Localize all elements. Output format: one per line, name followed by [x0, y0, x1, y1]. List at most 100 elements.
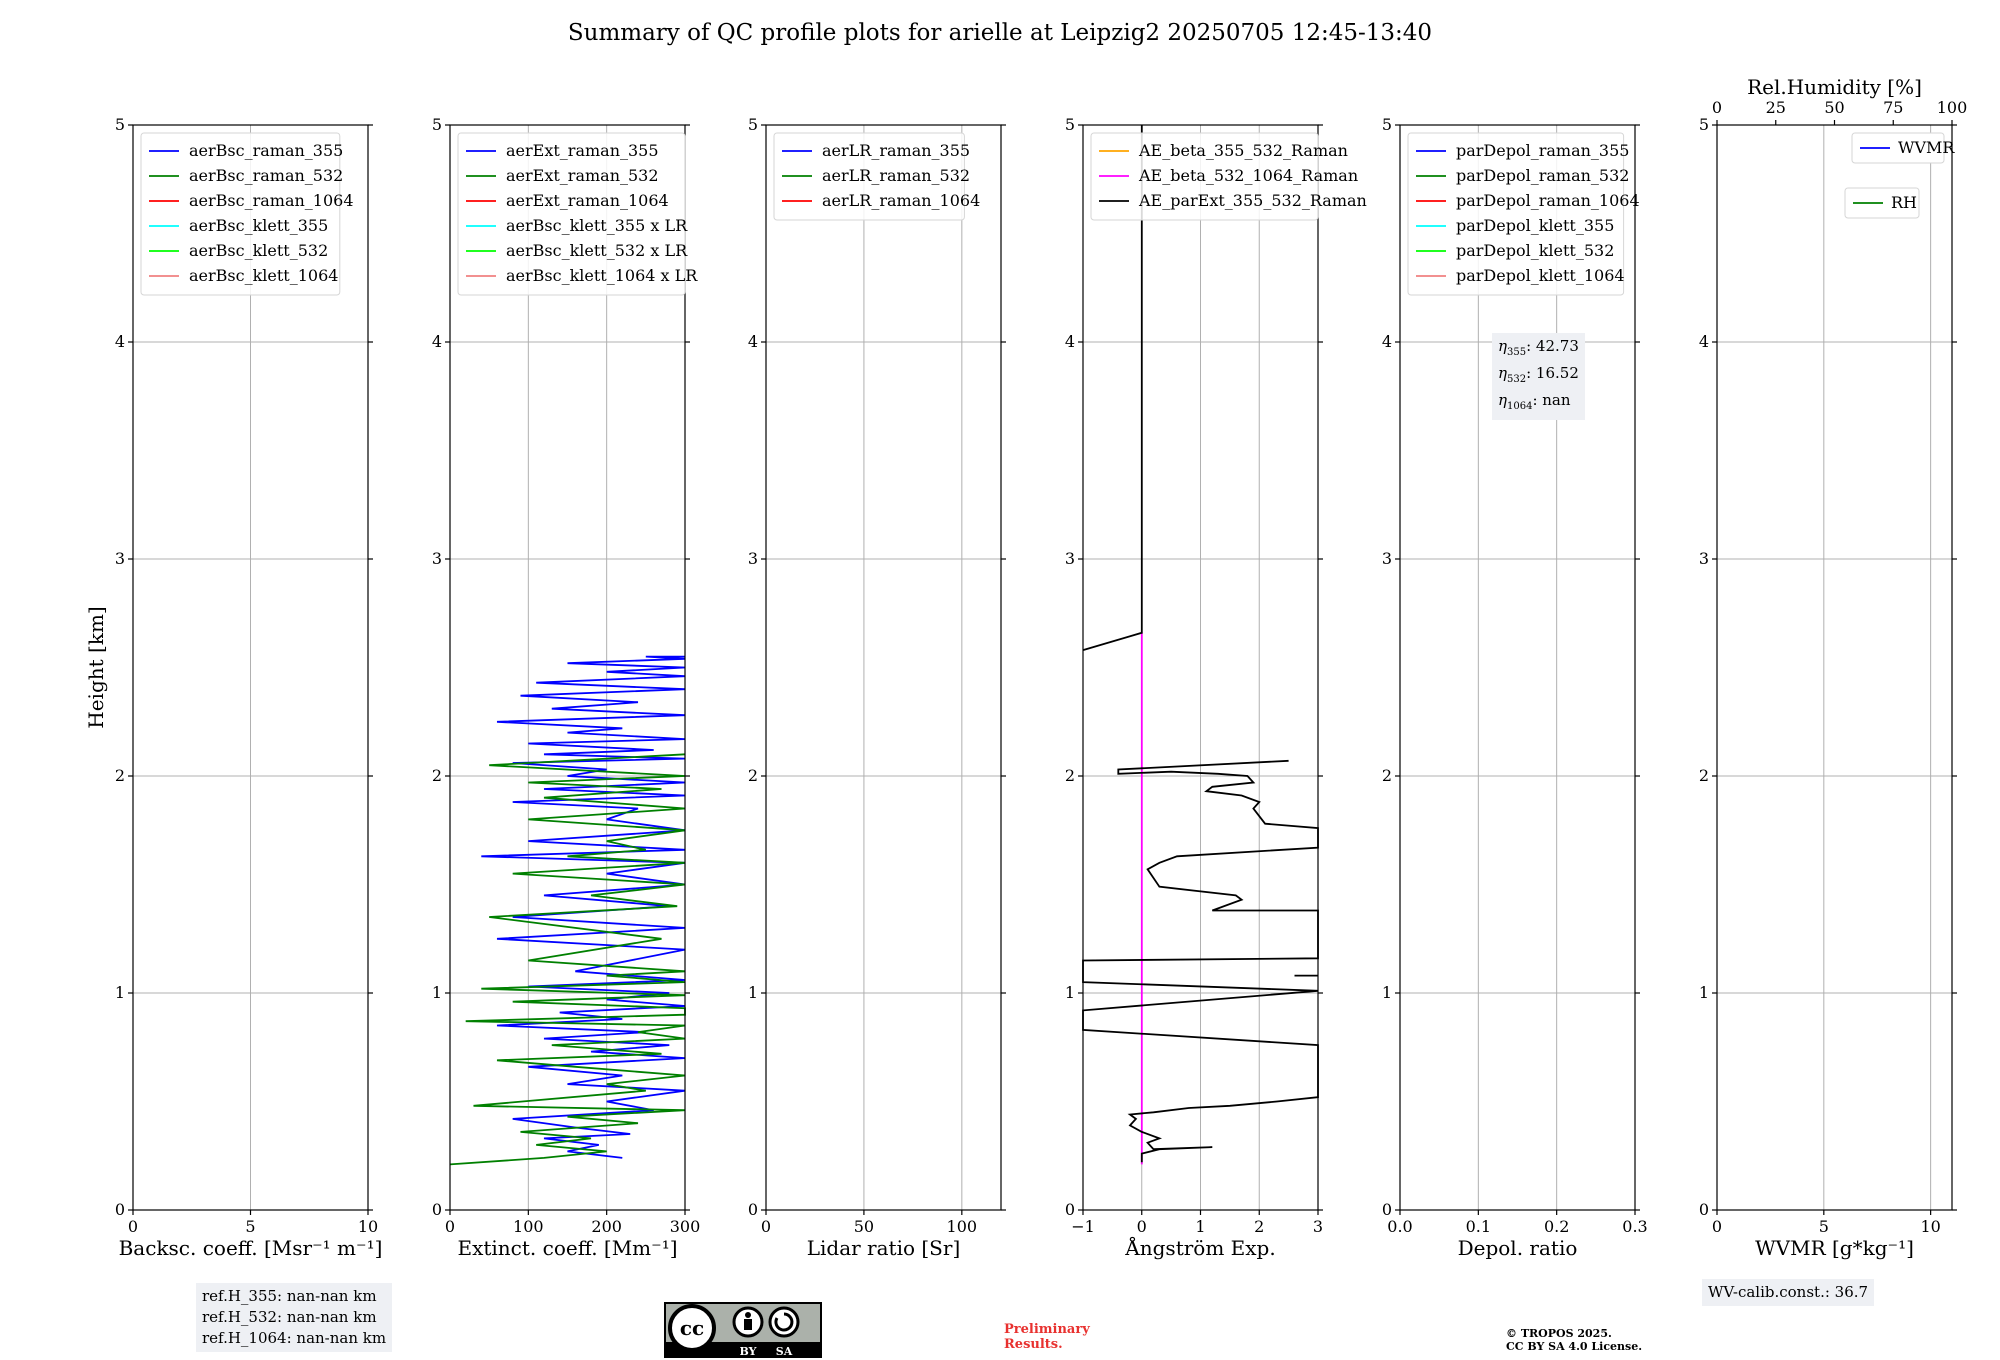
legend-label: aerExt_raman_1064 [506, 191, 669, 210]
y-tick-label: 2 [115, 766, 125, 785]
x-tick-label: 0 [761, 1217, 771, 1236]
y-tick-label: 0 [1699, 1200, 1709, 1219]
eta-line-355: η355: 42.73 [1498, 337, 1579, 358]
x-tick-label: 300 [670, 1217, 701, 1236]
eta-sub-1064: 1064 [1507, 401, 1533, 412]
cc-badge-text: cc [680, 1316, 704, 1340]
series-line-aerExt_raman_532 [449, 753, 686, 1166]
legend-label: aerLR_raman_532 [822, 166, 970, 185]
x-tick-label: 0.1 [1466, 1217, 1491, 1236]
x-axis-label: Ångström Exp. [1124, 1235, 1275, 1260]
legend-label: aerBsc_klett_355 [189, 216, 328, 235]
y-tick-label: 4 [1699, 332, 1709, 351]
reference-height-box: ref.H_355: nan-nan km ref.H_532: nan-nan… [196, 1283, 393, 1352]
y-tick-label: 3 [1699, 549, 1709, 568]
legend-label: aerBsc_raman_1064 [189, 191, 354, 210]
x-axis-label: Depol. ratio [1458, 1236, 1578, 1260]
wv-calib-box: WV-calib.const.: 36.7 [1702, 1279, 1875, 1306]
top-x-tick-label: 75 [1883, 98, 1903, 117]
eta-value-532: : 16.52 [1526, 364, 1579, 382]
legend-label: parDepol_klett_532 [1456, 241, 1614, 260]
legend-label: aerBsc_klett_355 x LR [506, 216, 688, 235]
ref-line-1064: ref.H_1064: nan-nan km [202, 1329, 387, 1347]
legend-label: aerBsc_raman_355 [189, 141, 343, 160]
ref-line-532: ref.H_532: nan-nan km [202, 1308, 377, 1326]
x-tick-label: 200 [591, 1217, 622, 1236]
eta-line-1064: η1064: nan [1498, 391, 1571, 412]
y-tick-label: 3 [748, 549, 758, 568]
eta-sub-532: 532 [1507, 374, 1527, 385]
x-tick-label: 10 [358, 1217, 378, 1236]
legend-label: aerBsc_raman_532 [189, 166, 343, 185]
y-tick-label: 2 [432, 766, 442, 785]
y-tick-label: 5 [1382, 115, 1392, 134]
x-axis-label: Lidar ratio [Sr] [807, 1236, 961, 1260]
y-tick-label: 1 [115, 983, 125, 1002]
x-tick-label: 1 [1195, 1217, 1205, 1236]
legend-label: aerLR_raman_1064 [822, 191, 980, 210]
x-tick-label: 3 [1313, 1217, 1323, 1236]
copyright-line-1: © TROPOS 2025. [1506, 1327, 1612, 1340]
y-tick-label: 4 [1382, 332, 1392, 351]
eta-value-355: : 42.73 [1526, 337, 1579, 355]
y-tick-label: 4 [115, 332, 125, 351]
y-tick-label: 1 [432, 983, 442, 1002]
legend-box [773, 132, 965, 221]
axes-frame [449, 124, 686, 1211]
legend-label: parDepol_raman_532 [1456, 166, 1629, 185]
y-tick-label: 4 [748, 332, 758, 351]
axes-frame [765, 124, 1002, 1211]
figure-title: Summary of QC profile plots for arielle … [567, 20, 1433, 46]
preliminary-note: Preliminary Results. [1004, 1322, 1090, 1352]
y-tick-label: 2 [1065, 766, 1075, 785]
y-tick-label: 2 [1699, 766, 1709, 785]
x-tick-label: 0.0 [1387, 1217, 1412, 1236]
y-tick-label: 5 [748, 115, 758, 134]
legend-label: parDepol_klett_355 [1456, 216, 1614, 235]
legend-box [140, 132, 341, 296]
ref-line-355: ref.H_355: nan-nan km [202, 1287, 377, 1305]
legend-label: RH [1891, 193, 1917, 212]
series-line-extra-3 [1082, 125, 1143, 651]
y-tick-label: 0 [1065, 1200, 1075, 1219]
x-tick-label: 100 [947, 1217, 978, 1236]
x-tick-label: 2 [1254, 1217, 1264, 1236]
x-tick-label: 0 [1137, 1217, 1147, 1236]
y-tick-label: 5 [432, 115, 442, 134]
x-tick-label: 0 [128, 1217, 138, 1236]
legend-box [457, 132, 686, 296]
y-tick-label: 5 [1065, 115, 1075, 134]
x-tick-label: 0.2 [1544, 1217, 1569, 1236]
eta-value-1064: : nan [1532, 391, 1571, 409]
y-tick-label: 5 [115, 115, 125, 134]
y-tick-label: 1 [1699, 983, 1709, 1002]
copyright-note: © TROPOS 2025. CC BY SA 4.0 License. [1506, 1327, 1642, 1353]
x-axis-label: Extinct. coeff. [Mm⁻¹] [457, 1236, 677, 1260]
x-tick-label: 5 [1819, 1217, 1829, 1236]
legend-label: parDepol_raman_1064 [1456, 191, 1640, 210]
top-x-axis-label: Rel.Humidity [%] [1747, 75, 1922, 99]
legend-label: aerExt_raman_532 [506, 166, 659, 185]
cc-by-text: BY [740, 1345, 757, 1358]
y-axis-label: Height [km] [84, 606, 108, 728]
x-tick-label: 100 [513, 1217, 544, 1236]
series-line-aerExt_raman_355 [481, 655, 686, 1159]
legend-label: aerBsc_klett_1064 x LR [506, 266, 698, 285]
y-tick-label: 0 [1382, 1200, 1392, 1219]
cc-by-sa-logo-icon: cc BY SA [664, 1302, 822, 1358]
preliminary-line-2: Results. [1004, 1337, 1063, 1352]
legend-label: aerBsc_klett_532 [189, 241, 328, 260]
copyright-line-2: CC BY SA 4.0 License. [1506, 1340, 1643, 1353]
axes-frame [1716, 124, 1953, 1211]
legend-label: aerExt_raman_355 [506, 141, 659, 160]
x-axis-label: Backsc. coeff. [Msr⁻¹ m⁻¹] [119, 1236, 383, 1260]
legend-label: AE_beta_355_532_Raman [1138, 141, 1348, 160]
legend-label: WVMR [1898, 138, 1955, 157]
legend-label: aerBsc_klett_532 x LR [506, 241, 688, 260]
x-tick-label: 50 [854, 1217, 874, 1236]
eta-sub-355: 355 [1507, 347, 1527, 358]
axes-frame [1399, 124, 1636, 1211]
legend-label: aerBsc_klett_1064 [189, 266, 338, 285]
legend-label: parDepol_klett_1064 [1456, 266, 1625, 285]
